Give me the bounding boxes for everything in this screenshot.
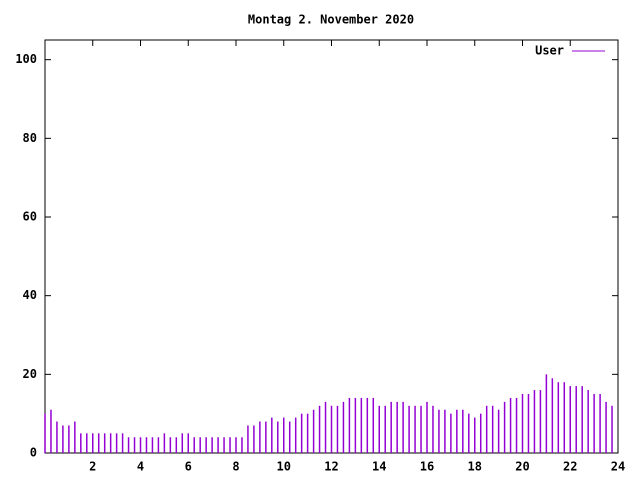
x-tick-label: 4 — [137, 460, 144, 474]
x-tick-label: 6 — [185, 460, 192, 474]
x-tick-label: 16 — [420, 460, 434, 474]
x-tick-label: 24 — [611, 460, 625, 474]
x-tick-label: 22 — [563, 460, 577, 474]
y-tick-label: 100 — [15, 52, 37, 66]
x-tick-label: 18 — [468, 460, 482, 474]
x-tick-label: 14 — [372, 460, 386, 474]
legend-label: User — [535, 44, 564, 58]
x-tick-label: 10 — [277, 460, 291, 474]
x-tick-label: 2 — [89, 460, 96, 474]
y-tick-label: 60 — [23, 210, 37, 224]
x-tick-label: 20 — [515, 460, 529, 474]
y-tick-label: 80 — [23, 131, 37, 145]
plot-border — [44, 39, 619, 454]
x-tick-label: 12 — [324, 460, 338, 474]
y-tick-label: 40 — [23, 288, 37, 302]
chart-title: Montag 2. November 2020 — [248, 13, 414, 27]
x-tick-label: 8 — [232, 460, 239, 474]
y-tick-label: 20 — [23, 367, 37, 381]
y-tick-label: 0 — [30, 446, 37, 460]
